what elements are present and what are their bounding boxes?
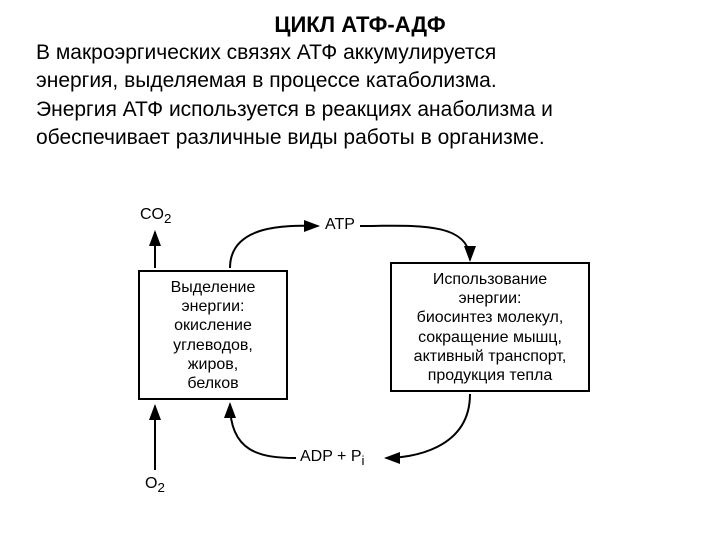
- box-left-l5: жиров,: [144, 355, 282, 374]
- box-left-l1: Выделение: [144, 278, 282, 297]
- energy-release-box: Выделение энергии: окисление углеводов, …: [138, 270, 288, 400]
- box-right-l3: биосинтез молекул,: [396, 308, 584, 327]
- box-left-l6: белков: [144, 374, 282, 393]
- box-left-l2: энергии:: [144, 297, 282, 316]
- box-right-l6: продукция тепла: [396, 366, 584, 385]
- paragraph-line-4: обеспечивает различные виды работы в орг…: [0, 123, 720, 151]
- box-right-l4: сокращение мышц,: [396, 328, 584, 347]
- o2-label: O2: [145, 475, 165, 495]
- atp-label: ATP: [325, 216, 355, 234]
- paragraph-line-2: энергия, выделяемая в процессе катаболиз…: [0, 66, 720, 94]
- energy-use-box: Использование энергии: биосинтез молекул…: [390, 262, 590, 392]
- adp-pi-label: ADP + Pi: [300, 448, 364, 468]
- co2-label: CO2: [140, 206, 171, 226]
- box-right-l5: активный транспорт,: [396, 347, 584, 366]
- page-title: ЦИКЛ АТФ-АДФ: [0, 0, 720, 38]
- atp-adp-cycle-diagram: CO2 O2 ATP ADP + Pi Выделение энергии: о…: [100, 200, 620, 510]
- box-right-l1: Использование: [396, 270, 584, 289]
- paragraph-line-3: Энергия АТФ используется в реакциях анаб…: [0, 95, 720, 123]
- box-left-l4: углеводов,: [144, 336, 282, 355]
- paragraph-line-1: В макроэргических связях АТФ аккумулируе…: [0, 38, 720, 66]
- box-left-l3: окисление: [144, 316, 282, 335]
- box-right-l2: энергии:: [396, 289, 584, 308]
